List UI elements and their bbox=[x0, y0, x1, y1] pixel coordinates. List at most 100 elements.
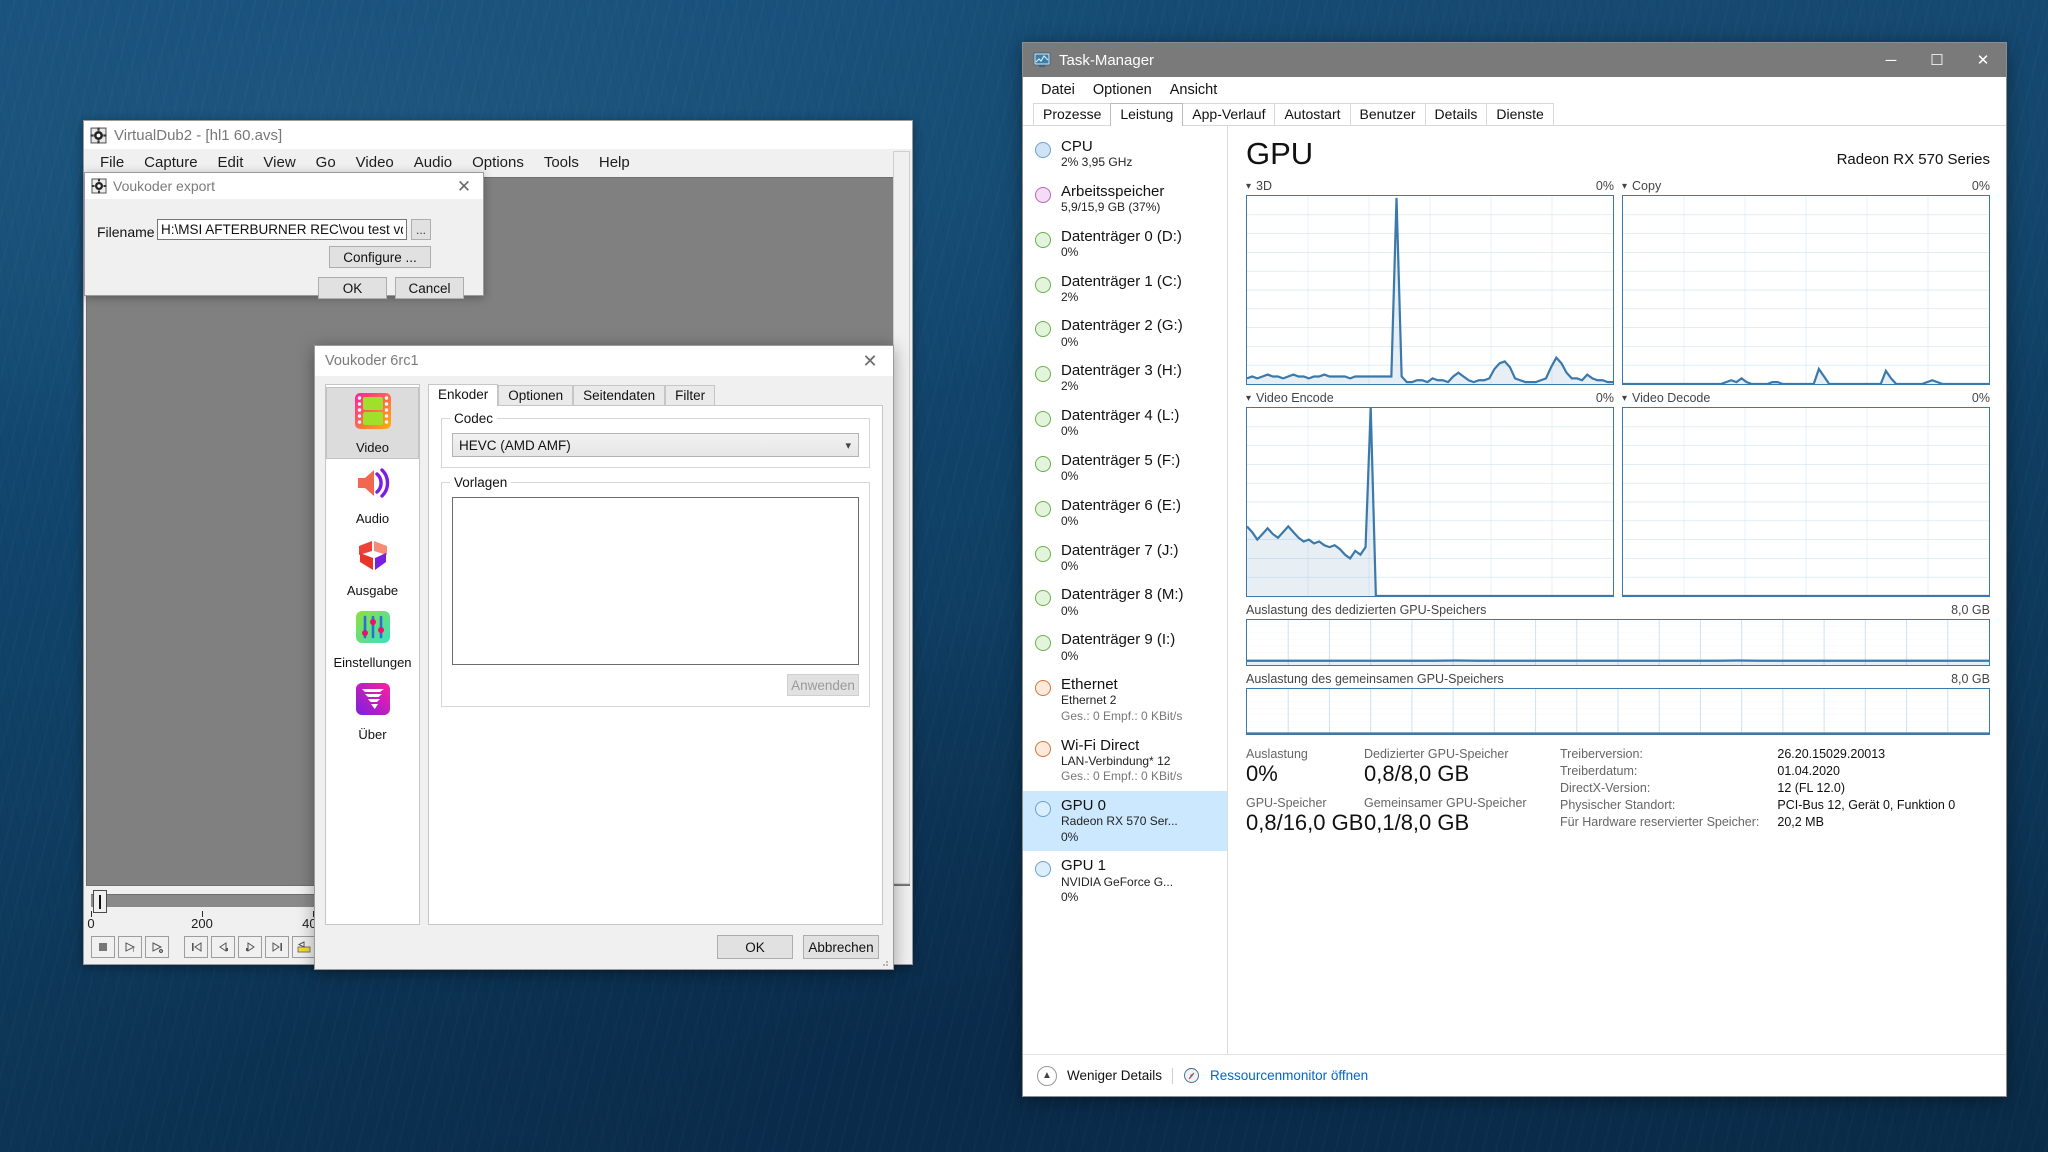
sidebar-item-datentr-ger-0-d[interactable]: Datenträger 0 (D:) 0% bbox=[1023, 222, 1227, 267]
resource-dot-icon bbox=[1035, 635, 1051, 652]
play-icon[interactable]: I bbox=[118, 936, 142, 958]
browse-button[interactable]: ... bbox=[411, 219, 431, 240]
resource-sidebar[interactable]: CPU 2% 3,95 GHz Arbeitsspeicher 5,9/15,9 GB… bbox=[1023, 126, 1228, 1054]
tab-filter[interactable]: Filter bbox=[665, 385, 716, 406]
stop-icon[interactable] bbox=[91, 936, 115, 958]
menu-item-file[interactable]: File bbox=[100, 153, 125, 171]
window-controls[interactable]: ─ ☐ ✕ bbox=[1868, 43, 2006, 77]
ok-button[interactable]: OK bbox=[717, 935, 793, 959]
resource-dot-icon bbox=[1035, 231, 1051, 248]
start-icon[interactable] bbox=[184, 936, 208, 958]
end-icon[interactable] bbox=[265, 936, 289, 958]
voukoder-nav[interactable]: Video Audio bbox=[325, 384, 420, 925]
sidebar-item-datentr-ger-9-i[interactable]: Datenträger 9 (I:) 0% bbox=[1023, 625, 1227, 670]
tab-details[interactable]: Details bbox=[1424, 103, 1488, 125]
chevron-down-icon[interactable]: ▾ bbox=[1622, 180, 1628, 192]
nav-item-audio[interactable]: Audio bbox=[326, 459, 419, 531]
cancel-button[interactable]: Abbrechen bbox=[803, 935, 879, 959]
vertical-scrollbar[interactable] bbox=[893, 151, 910, 884]
taskmanager-window[interactable]: Task-Manager ─ ☐ ✕ Datei Optionen Ansich… bbox=[1022, 42, 2007, 1097]
configure-button[interactable]: Configure ... bbox=[329, 246, 431, 268]
menu-item-datei[interactable]: Datei bbox=[1041, 81, 1075, 98]
voukoder-dialog-titlebar[interactable]: Voukoder 6rc1 ✕ bbox=[315, 346, 893, 376]
tab-optionen[interactable]: Optionen bbox=[498, 385, 574, 406]
chevron-down-icon[interactable]: ▾ bbox=[1246, 392, 1252, 404]
chevron-down-icon[interactable]: ▾ bbox=[1246, 180, 1252, 192]
close-icon[interactable]: ✕ bbox=[862, 351, 878, 371]
sidebar-item-datentr-ger-6-e[interactable]: Datenträger 6 (E:) 0% bbox=[1023, 491, 1227, 536]
menu-item-tools[interactable]: Tools bbox=[543, 153, 579, 171]
less-details-button[interactable]: Weniger Details bbox=[1067, 1068, 1163, 1083]
voukoder-export-dialog[interactable]: Voukoder export ✕ Filename ... Configure… bbox=[84, 172, 484, 299]
play-preview-icon[interactable] bbox=[145, 936, 169, 958]
nav-item-output[interactable]: Ausgabe bbox=[326, 531, 419, 603]
menu-item-options[interactable]: Options bbox=[472, 153, 524, 171]
templates-listbox[interactable] bbox=[452, 497, 859, 665]
sidebar-item-gpu-0[interactable]: GPU 0 Radeon RX 570 Ser... 0% bbox=[1023, 791, 1227, 852]
chevron-down-icon[interactable]: ▾ bbox=[1622, 392, 1628, 404]
sidebar-item-datentr-ger-5-f[interactable]: Datenträger 5 (F:) 0% bbox=[1023, 446, 1227, 491]
mark-in-icon[interactable] bbox=[292, 936, 316, 958]
sidebar-item-datentr-ger-3-h[interactable]: Datenträger 3 (H:) 2% bbox=[1023, 356, 1227, 401]
voukoder-settings-dialog[interactable]: Voukoder 6rc1 ✕ bbox=[314, 345, 894, 970]
filename-input[interactable] bbox=[157, 219, 407, 240]
menu-item-capture[interactable]: Capture bbox=[144, 153, 198, 171]
menu-item-edit[interactable]: Edit bbox=[217, 153, 244, 171]
taskmanager-menubar[interactable]: Datei Optionen Ansicht bbox=[1023, 77, 2006, 102]
sidebar-item-cpu[interactable]: CPU 2% 3,95 GHz bbox=[1023, 132, 1227, 177]
voukoder-export-titlebar[interactable]: Voukoder export ✕ bbox=[85, 173, 483, 199]
sidebar-item-datentr-ger-7-j[interactable]: Datenträger 7 (J:) 0% bbox=[1023, 536, 1227, 581]
ruler-label-200: 200 bbox=[191, 916, 213, 931]
frame-forward-icon[interactable] bbox=[238, 936, 262, 958]
voukoder-tabs[interactable]: Enkoder Optionen Seitendaten Filter bbox=[428, 384, 883, 406]
position-thumb[interactable] bbox=[93, 890, 107, 913]
svg-text:I: I bbox=[133, 948, 134, 953]
tab-app-verlauf[interactable]: App-Verlauf bbox=[1182, 103, 1276, 125]
menu-item-help[interactable]: Help bbox=[598, 153, 630, 171]
menu-item-ansicht[interactable]: Ansicht bbox=[1169, 81, 1218, 98]
maximize-button[interactable]: ☐ bbox=[1930, 52, 1944, 69]
sidebar-item-datentr-ger-4-l[interactable]: Datenträger 4 (L:) 0% bbox=[1023, 401, 1227, 446]
sidebar-item-sub1: LAN-Verbindung* 12 bbox=[1061, 753, 1171, 768]
resize-grip-icon[interactable] bbox=[878, 955, 890, 967]
tab-benutzer[interactable]: Benutzer bbox=[1349, 103, 1426, 125]
tab-dienste[interactable]: Dienste bbox=[1486, 103, 1554, 125]
cancel-button[interactable]: Cancel bbox=[395, 277, 464, 299]
tab-autostart[interactable]: Autostart bbox=[1274, 103, 1351, 125]
sidebar-item-datentr-ger-8-m[interactable]: Datenträger 8 (M:) 0% bbox=[1023, 580, 1227, 625]
virtualdub-menubar[interactable]: File Capture Edit View Go Video Audio Op… bbox=[84, 149, 912, 175]
menu-item-optionen[interactable]: Optionen bbox=[1092, 81, 1152, 98]
sidebar-item-datentr-ger-1-c[interactable]: Datenträger 1 (C:) 2% bbox=[1023, 267, 1227, 312]
close-icon[interactable]: ✕ bbox=[456, 176, 472, 196]
sidebar-item-arbeitsspeicher[interactable]: Arbeitsspeicher 5,9/15,9 GB (37%) bbox=[1023, 177, 1227, 222]
tab-leistung[interactable]: Leistung bbox=[1110, 103, 1184, 126]
menu-item-go[interactable]: Go bbox=[315, 153, 336, 171]
menu-item-view[interactable]: View bbox=[263, 153, 296, 171]
sidebar-item-gpu-1[interactable]: GPU 1 NVIDIA GeForce G... 0% bbox=[1023, 851, 1227, 911]
filename-label: Filename bbox=[97, 224, 155, 240]
codec-select[interactable]: HEVC (AMD AMF) bbox=[452, 433, 859, 457]
virtualdub-titlebar[interactable]: VirtualDub2 - [hl1 60.avs] bbox=[84, 121, 912, 149]
sidebar-item-datentr-ger-2-g[interactable]: Datenträger 2 (G:) 0% bbox=[1023, 311, 1227, 356]
taskmanager-tabs[interactable]: Prozesse Leistung App-Verlauf Autostart … bbox=[1023, 102, 2006, 126]
frame-back-icon[interactable] bbox=[211, 936, 235, 958]
menu-item-video[interactable]: Video bbox=[355, 153, 394, 171]
menu-item-audio[interactable]: Audio bbox=[413, 153, 453, 171]
taskmanager-titlebar[interactable]: Task-Manager ─ ☐ ✕ bbox=[1023, 43, 2006, 77]
sidebar-item-wi-fi-direct[interactable]: Wi-Fi Direct LAN-Verbindung* 12 Ges.: 0 Em… bbox=[1023, 731, 1227, 791]
ok-button[interactable]: OK bbox=[318, 277, 387, 299]
nav-item-video-label: Video bbox=[355, 440, 389, 455]
nav-item-about[interactable]: Über bbox=[326, 675, 419, 747]
chevron-up-icon[interactable]: ▲ bbox=[1037, 1065, 1057, 1086]
graph-cell-3d: ▾ 3D 0% bbox=[1246, 179, 1614, 385]
apply-button[interactable]: Anwenden bbox=[787, 674, 859, 696]
nav-item-settings[interactable]: Einstellungen bbox=[326, 603, 419, 675]
minimize-button[interactable]: ─ bbox=[1885, 51, 1897, 69]
nav-item-video[interactable]: Video bbox=[326, 387, 419, 459]
tab-prozesse[interactable]: Prozesse bbox=[1033, 103, 1112, 125]
resource-monitor-link[interactable]: Ressourcenmonitor öffnen bbox=[1210, 1068, 1369, 1083]
tab-seitendaten[interactable]: Seitendaten bbox=[573, 385, 666, 406]
sidebar-item-ethernet[interactable]: Ethernet Ethernet 2 Ges.: 0 Empf.: 0 KBit/… bbox=[1023, 670, 1227, 730]
close-button[interactable]: ✕ bbox=[1976, 52, 1990, 69]
tab-enkoder[interactable]: Enkoder bbox=[428, 384, 499, 406]
